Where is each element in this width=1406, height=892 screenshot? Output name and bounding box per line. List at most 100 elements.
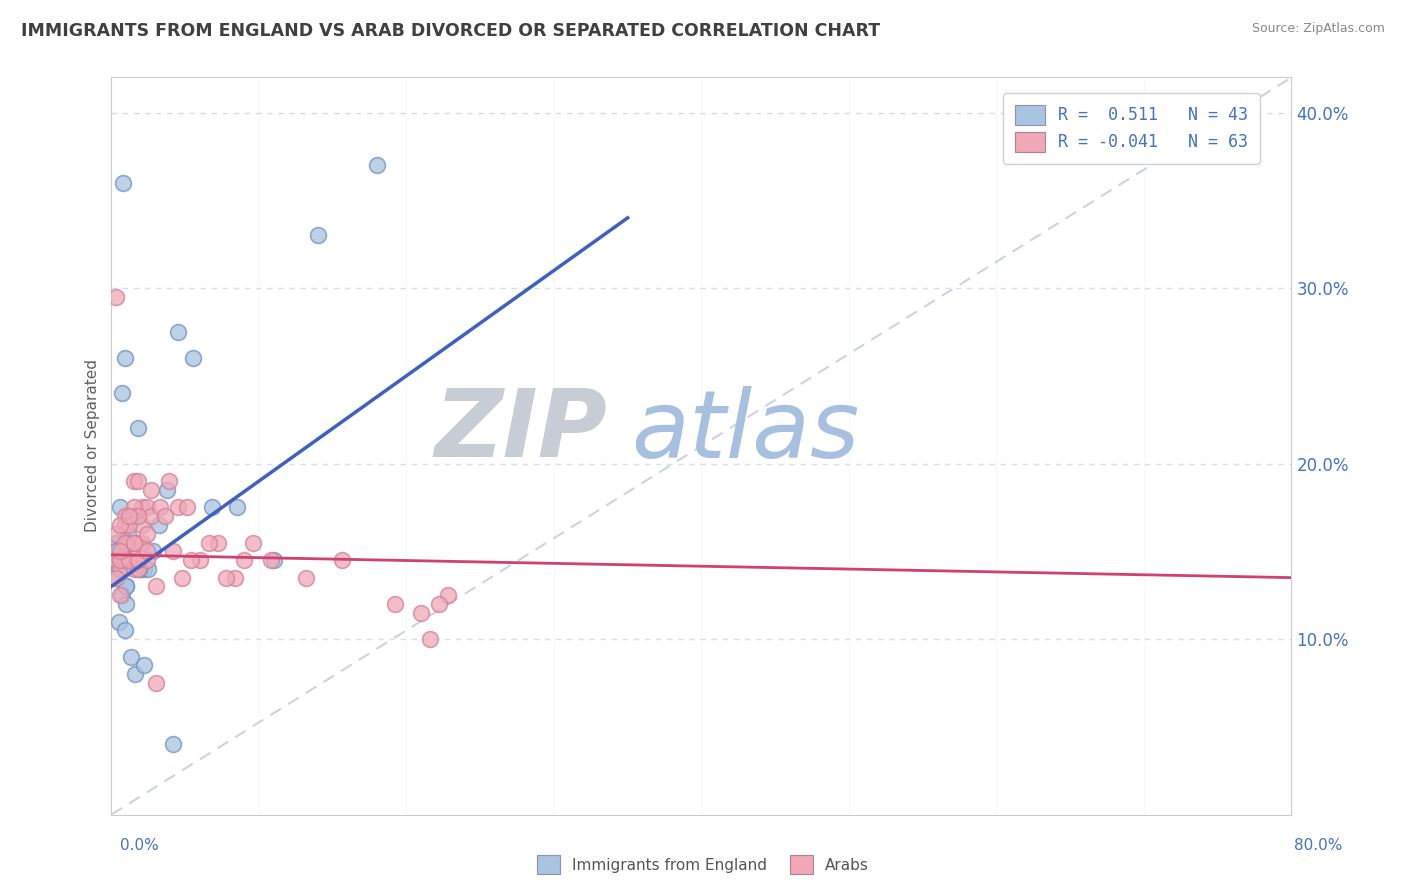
Point xyxy=(112,176,135,190)
Point xyxy=(104,553,127,567)
Point xyxy=(124,667,146,681)
Point xyxy=(162,737,184,751)
Point xyxy=(411,606,433,620)
Point xyxy=(263,553,285,567)
Point xyxy=(104,290,127,304)
Point xyxy=(148,518,170,533)
Point xyxy=(122,535,145,549)
Point xyxy=(141,509,163,524)
Point xyxy=(122,474,145,488)
Point xyxy=(114,509,136,524)
Point xyxy=(233,553,256,567)
Point xyxy=(215,571,238,585)
Point xyxy=(107,562,129,576)
Point xyxy=(114,351,136,366)
Point xyxy=(118,535,141,549)
Point xyxy=(118,553,141,567)
Point xyxy=(135,500,157,515)
Point xyxy=(110,588,132,602)
Point xyxy=(201,500,224,515)
Point xyxy=(110,553,132,567)
Point xyxy=(118,535,141,549)
Point xyxy=(122,509,145,524)
Point xyxy=(142,544,165,558)
Point xyxy=(153,509,176,524)
Point xyxy=(104,571,127,585)
Point xyxy=(260,553,283,567)
Y-axis label: Divorced or Separated: Divorced or Separated xyxy=(86,359,100,533)
Point xyxy=(141,483,163,497)
Point xyxy=(114,553,136,567)
Point xyxy=(122,535,145,549)
Point xyxy=(225,500,247,515)
Point xyxy=(366,158,388,172)
Legend: Immigrants from England, Arabs: Immigrants from England, Arabs xyxy=(531,849,875,880)
Point xyxy=(122,500,145,515)
Point xyxy=(107,615,129,629)
Point xyxy=(114,535,136,549)
Text: ZIP: ZIP xyxy=(434,385,607,477)
Point xyxy=(166,325,188,339)
Point xyxy=(307,228,329,243)
Point xyxy=(111,588,134,602)
Point xyxy=(127,535,149,549)
Point xyxy=(135,526,157,541)
Point xyxy=(117,526,139,541)
Point xyxy=(166,500,188,515)
Point xyxy=(145,676,167,690)
Point xyxy=(105,535,128,549)
Point xyxy=(115,579,138,593)
Point xyxy=(104,535,127,549)
Point xyxy=(110,562,132,576)
Point xyxy=(129,562,152,576)
Point xyxy=(436,588,458,602)
Point xyxy=(180,553,202,567)
Point xyxy=(114,535,136,549)
Point xyxy=(104,526,127,541)
Point xyxy=(118,518,141,533)
Text: atlas: atlas xyxy=(631,385,859,476)
Point xyxy=(111,386,134,401)
Point xyxy=(419,632,441,646)
Point xyxy=(156,483,179,497)
Point xyxy=(122,562,145,576)
Legend: R =  0.511   N = 43, R = -0.041   N = 63: R = 0.511 N = 43, R = -0.041 N = 63 xyxy=(1002,93,1260,164)
Point xyxy=(127,562,149,576)
Point xyxy=(162,544,184,558)
Point xyxy=(118,509,141,524)
Point xyxy=(104,544,127,558)
Point xyxy=(127,421,149,435)
Point xyxy=(127,509,149,524)
Point xyxy=(176,500,198,515)
Point xyxy=(181,351,204,366)
Point xyxy=(120,649,142,664)
Point xyxy=(295,571,318,585)
Text: 80.0%: 80.0% xyxy=(1295,838,1343,854)
Point xyxy=(118,535,141,549)
Point xyxy=(121,509,143,524)
Point xyxy=(384,597,406,611)
Point xyxy=(136,562,159,576)
Point xyxy=(128,562,150,576)
Text: Source: ZipAtlas.com: Source: ZipAtlas.com xyxy=(1251,22,1385,36)
Point xyxy=(135,544,157,558)
Point xyxy=(330,553,353,567)
Text: IMMIGRANTS FROM ENGLAND VS ARAB DIVORCED OR SEPARATED CORRELATION CHART: IMMIGRANTS FROM ENGLAND VS ARAB DIVORCED… xyxy=(21,22,880,40)
Point xyxy=(242,535,264,549)
Point xyxy=(104,571,127,585)
Point xyxy=(135,553,157,567)
Point xyxy=(127,553,149,567)
Point xyxy=(110,518,132,533)
Point xyxy=(131,535,153,549)
Point xyxy=(110,544,132,558)
Point xyxy=(132,658,155,673)
Point xyxy=(427,597,450,611)
Text: 0.0%: 0.0% xyxy=(120,838,159,854)
Point xyxy=(114,624,136,638)
Point xyxy=(172,571,194,585)
Point xyxy=(115,597,138,611)
Point xyxy=(114,518,136,533)
Point xyxy=(131,518,153,533)
Point xyxy=(112,544,135,558)
Point xyxy=(149,500,172,515)
